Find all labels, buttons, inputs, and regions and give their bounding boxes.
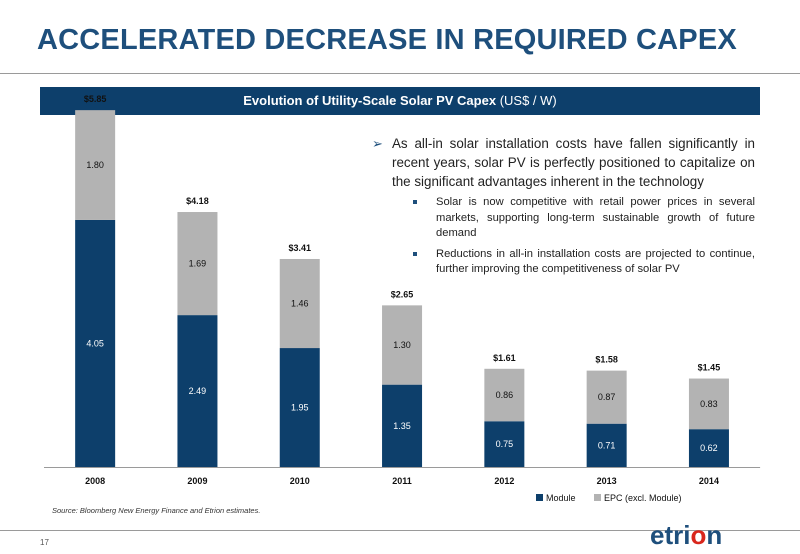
bar-epc bbox=[484, 368, 525, 422]
bar-epc bbox=[382, 305, 423, 385]
total-label: $1.61 bbox=[493, 353, 516, 363]
main-bullet: ➢ As all-in solar installation costs hav… bbox=[372, 134, 755, 191]
chart-unit: (US$ / W) bbox=[499, 93, 557, 108]
label-module: 2.49 bbox=[189, 386, 207, 396]
label-module: 0.71 bbox=[598, 440, 616, 450]
sub-bullet: Reductions in all-in installation costs … bbox=[413, 247, 755, 278]
bar-epc bbox=[177, 212, 218, 316]
total-label: $5.85 bbox=[84, 94, 107, 104]
x-tick-label: 2011 bbox=[392, 476, 412, 486]
bullet-list: ➢ As all-in solar installation costs hav… bbox=[372, 134, 755, 278]
label-module: 0.62 bbox=[700, 443, 718, 453]
label-module: 1.35 bbox=[393, 421, 411, 431]
square-bullet-icon bbox=[413, 251, 417, 256]
total-label: $4.18 bbox=[186, 196, 209, 206]
x-tick-label: 2012 bbox=[494, 476, 514, 486]
legend-swatch-epc bbox=[594, 494, 601, 501]
label-module: 0.75 bbox=[496, 439, 514, 449]
total-label: $3.41 bbox=[288, 243, 311, 253]
label-epc: 1.69 bbox=[189, 259, 207, 269]
main-bullet-text: As all-in solar installation costs have … bbox=[392, 136, 755, 189]
chart-title: Evolution of Utility-Scale Solar PV Cape… bbox=[243, 93, 497, 108]
label-epc: 1.46 bbox=[291, 299, 309, 309]
bar-module bbox=[586, 423, 627, 467]
label-epc: 0.86 bbox=[496, 390, 514, 400]
total-label: $1.45 bbox=[698, 363, 721, 373]
bar-module bbox=[177, 315, 218, 467]
total-label: $2.65 bbox=[391, 289, 414, 299]
arrow-bullet-icon: ➢ bbox=[372, 136, 383, 151]
x-tick-label: 2008 bbox=[85, 476, 105, 486]
bar-module bbox=[688, 429, 729, 467]
x-tick-label: 2013 bbox=[597, 476, 617, 486]
bar-epc bbox=[75, 110, 116, 220]
x-tick-label: 2009 bbox=[187, 476, 207, 486]
footer-rule bbox=[0, 530, 800, 531]
bar-epc bbox=[586, 370, 627, 424]
title-rule bbox=[0, 73, 800, 74]
sub-bullet-text: Reductions in all-in installation costs … bbox=[436, 247, 755, 276]
chart-banner: Evolution of Utility-Scale Solar PV Cape… bbox=[40, 87, 760, 115]
label-epc: 1.80 bbox=[86, 160, 104, 170]
bar-module bbox=[75, 219, 116, 467]
square-bullet-icon bbox=[413, 200, 417, 204]
page-number: 17 bbox=[40, 538, 49, 547]
source-note: Source: Bloomberg New Energy Finance and… bbox=[52, 506, 261, 515]
legend-label-epc: EPC (excl. Module) bbox=[604, 493, 682, 503]
bar-epc bbox=[688, 378, 729, 430]
label-module: 1.95 bbox=[291, 403, 309, 413]
bar-module bbox=[484, 421, 525, 467]
legend-label-module: Module bbox=[546, 493, 576, 503]
label-module: 4.05 bbox=[86, 338, 104, 348]
sub-bullet-text: Solar is now competitive with retail pow… bbox=[436, 196, 755, 239]
x-tick-label: 2010 bbox=[290, 476, 310, 486]
total-label: $1.58 bbox=[595, 355, 618, 365]
bar-module bbox=[279, 348, 320, 467]
label-epc: 0.83 bbox=[700, 399, 718, 409]
legend-swatch-module bbox=[536, 494, 543, 501]
sub-bullet: Solar is now competitive with retail pow… bbox=[413, 195, 755, 242]
x-tick-label: 2014 bbox=[699, 476, 719, 486]
bar-module bbox=[382, 384, 423, 467]
page-title: ACCELERATED DECREASE IN REQUIRED CAPEX bbox=[37, 24, 737, 56]
bar-epc bbox=[279, 258, 320, 349]
etrion-logo: etrion bbox=[650, 520, 723, 550]
label-epc: 1.30 bbox=[393, 340, 411, 350]
label-epc: 0.87 bbox=[598, 392, 616, 402]
